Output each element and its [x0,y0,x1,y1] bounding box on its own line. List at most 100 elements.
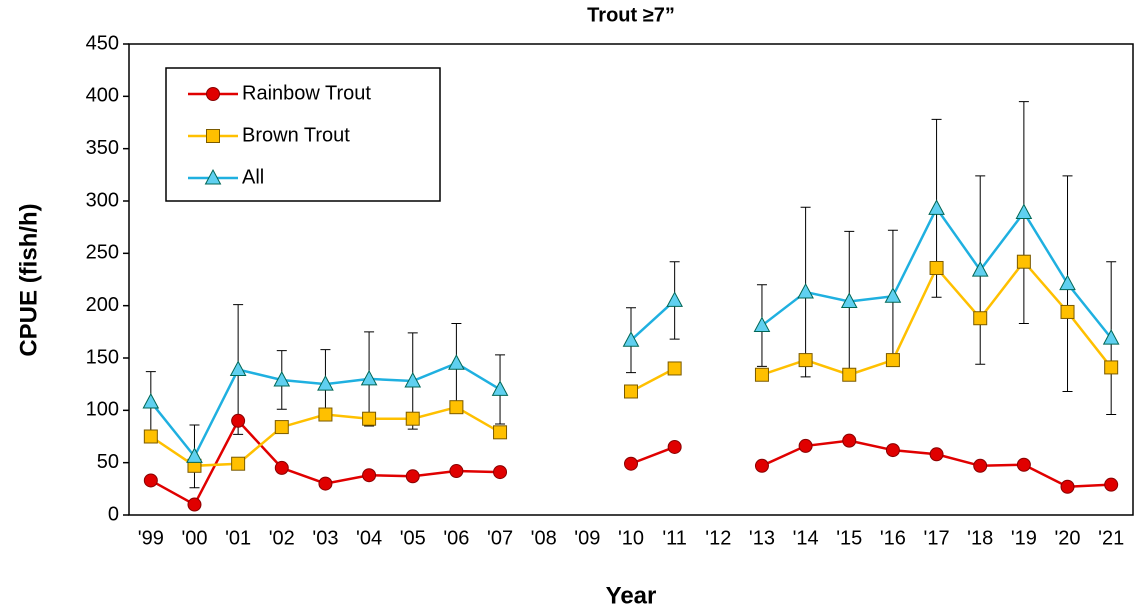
marker [1016,457,1031,472]
x-tick-label: '13 [749,527,775,549]
legend-marker [206,87,220,101]
x-tick-label: '00 [181,527,207,549]
marker [449,400,464,415]
x-tick-label: '03 [312,527,338,549]
x-tick-label: '17 [924,527,950,549]
x-tick-label: '15 [836,527,862,549]
marker [797,283,814,299]
marker [449,464,464,479]
x-tick-label: '14 [793,527,819,549]
x-tick-label: '02 [269,527,295,549]
marker [1104,477,1119,492]
marker [317,375,334,391]
x-tick-label: '20 [1054,527,1080,549]
chart-title: Trout ≥7” [587,4,675,26]
x-tick-label: '05 [400,527,426,549]
marker [187,497,202,512]
marker [842,433,857,448]
marker [143,473,158,488]
marker [318,407,333,422]
marker [493,425,508,440]
marker [885,443,900,458]
marker [142,392,160,409]
marker [971,261,989,277]
x-tick-label: '08 [531,527,557,549]
y-tick-label: 0 [108,503,119,525]
y-tick-label: 200 [86,294,119,316]
marker [491,380,509,396]
plot-area [128,43,1134,516]
y-tick-label: 250 [86,242,119,264]
x-tick-label: '06 [443,527,469,549]
y-tick-label: 350 [86,137,119,159]
marker [622,331,640,347]
marker [231,413,246,428]
marker [318,476,333,491]
y-tick-label: 400 [86,85,119,107]
x-tick-label: '09 [574,527,600,549]
x-tick-label: '07 [487,527,513,549]
y-tick-label: 300 [86,189,119,211]
marker [273,370,291,387]
legend-marker [204,168,222,185]
marker [404,371,422,388]
marker [884,287,902,303]
marker [274,420,289,435]
marker [405,469,420,484]
marker [1015,203,1033,220]
marker [1060,304,1075,319]
marker [928,199,945,215]
x-tick-label: '04 [356,527,382,549]
marker [405,411,420,426]
x-tick-label: '99 [138,527,164,549]
marker [1104,360,1119,375]
x-tick-label: '12 [705,527,731,549]
marker [885,353,900,368]
marker [929,447,944,462]
marker [229,360,247,377]
marker [754,458,769,473]
marker [624,384,638,399]
x-tick-label: '11 [662,527,687,549]
legend-marker [206,129,220,143]
y-tick-label: 150 [86,346,119,368]
marker [1016,254,1031,269]
marker [754,367,769,382]
legend-label: Rainbow Trout [242,82,371,104]
x-tick-label: '18 [967,527,993,549]
marker [798,353,813,368]
marker [231,456,246,471]
y-axis-label: CPUE (fish/h) [15,203,42,356]
marker [360,369,378,386]
marker [973,458,988,473]
marker [362,468,377,483]
legend-label: All [242,166,264,188]
marker [493,465,508,480]
y-tick-label: 100 [86,399,119,421]
marker [1059,274,1076,291]
marker [143,429,158,444]
marker [842,367,857,382]
marker [753,316,771,333]
marker [1102,329,1120,345]
x-tick-label: '01 [225,527,251,549]
legend-label: Brown Trout [242,124,350,146]
marker [448,354,465,370]
marker [840,292,858,308]
x-axis-label: Year [606,582,657,609]
y-tick-label: 50 [97,451,119,473]
marker [274,460,289,475]
marker [666,291,683,307]
x-tick-label: '16 [880,527,906,549]
marker [798,438,813,453]
marker [624,456,638,471]
y-tick-label: 450 [86,32,119,54]
x-tick-label: '21 [1098,527,1124,549]
marker [973,311,988,326]
marker [667,439,682,454]
marker [362,411,377,426]
marker [186,447,203,463]
x-tick-label: '19 [1011,527,1037,549]
x-tick-label: '10 [618,527,644,549]
